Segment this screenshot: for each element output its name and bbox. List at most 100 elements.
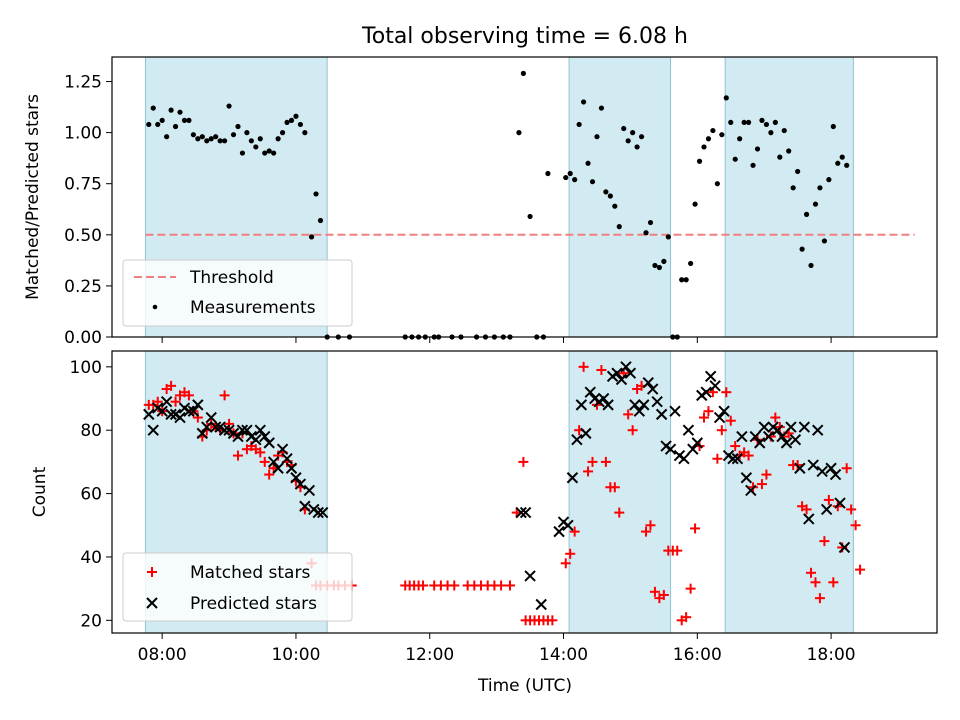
measurement-point	[190, 132, 196, 138]
measurement-point	[313, 191, 319, 197]
matched-star-point	[855, 564, 866, 575]
predicted-star-point	[174, 411, 186, 424]
matched-star-point	[518, 456, 529, 467]
measurement-point	[803, 211, 810, 217]
matched-star-point	[219, 390, 230, 401]
measurement-point	[594, 134, 600, 140]
chart-title: Total observing time = 6.08 h	[361, 24, 688, 49]
predicted-star-point	[829, 468, 842, 481]
measurement-point	[607, 193, 613, 199]
top-plot-frame	[111, 56, 938, 338]
predicted-star-point	[535, 598, 547, 611]
measurement-point	[688, 260, 694, 267]
predicted-star-point	[713, 411, 726, 424]
measurements-series	[146, 70, 850, 340]
measurement-point	[204, 138, 210, 144]
predicted-star-point	[709, 380, 721, 392]
measurement-point	[279, 130, 286, 136]
predicted-star-point	[664, 443, 677, 455]
measurement-point	[768, 130, 774, 136]
predicted-star-point	[187, 405, 200, 417]
matched-star-point	[496, 580, 507, 591]
measurement-point	[284, 119, 290, 126]
measurement-point	[159, 117, 165, 123]
matched-star-point	[547, 615, 558, 626]
measurement-point	[589, 179, 596, 185]
matched-star-point	[819, 536, 830, 547]
measurement-point	[745, 119, 752, 126]
predicted-star-point	[276, 443, 289, 455]
measurement-point	[808, 262, 814, 269]
matched-star-point	[801, 504, 812, 515]
predicted-star-point	[682, 424, 695, 436]
measurement-point	[293, 113, 299, 119]
predicted-star-point	[272, 462, 284, 474]
measurement-point	[638, 134, 645, 140]
measurement-point	[799, 246, 805, 252]
matched-star-point	[505, 580, 516, 591]
measurement-point	[257, 136, 263, 142]
measurement-point	[723, 95, 729, 101]
y-tick-label: 1.25	[64, 73, 102, 93]
measurement-point	[616, 224, 622, 230]
measurement-point	[612, 203, 618, 209]
matched-star-point	[627, 425, 638, 436]
legend-threshold-label: Threshold	[189, 268, 274, 288]
predicted-star-point	[687, 443, 699, 455]
measurement-point	[545, 170, 551, 177]
bottom-plot-frame	[111, 350, 938, 634]
predicted-star-point	[571, 434, 583, 446]
measurement-point	[719, 132, 725, 138]
matched-star-point	[672, 545, 683, 556]
predicted-star-point	[678, 453, 690, 465]
legend-measurements-swatch	[152, 304, 158, 310]
matched-star-point	[681, 612, 692, 623]
measurement-point	[665, 234, 671, 240]
measurement-point	[585, 160, 591, 166]
predicted-star-point	[820, 503, 833, 516]
predicted-star-point	[165, 408, 177, 421]
predicted-star-point	[241, 424, 253, 436]
predicted-star-point	[611, 367, 623, 379]
matched-star-point	[166, 380, 177, 391]
matched-star-point	[716, 425, 727, 436]
measurement-point	[567, 170, 573, 177]
predicted-star-point	[704, 370, 717, 383]
measurement-point	[297, 121, 304, 128]
bottom-y-axis: 20 40 60 80 100	[70, 358, 112, 631]
predicted-stars-series	[143, 361, 851, 611]
measurement-point	[288, 117, 295, 123]
measurement-point	[186, 117, 192, 123]
bottom-y-axis-label: Count	[30, 466, 50, 517]
matched-star-point	[224, 418, 235, 429]
matched-star-point	[806, 567, 817, 578]
predicted-star-point	[633, 405, 646, 417]
measurement-point	[759, 117, 765, 123]
measurement-point	[520, 70, 526, 76]
measurement-point	[235, 123, 241, 130]
measurement-point	[222, 138, 228, 144]
measurement-point	[230, 132, 237, 138]
matched-star-point	[418, 580, 429, 591]
measurement-point	[317, 217, 324, 224]
measurement-point	[262, 150, 268, 156]
measurement-point	[830, 123, 836, 130]
measurement-point	[772, 119, 778, 126]
matched-star-point	[828, 577, 839, 588]
bottom-panel: 20 40 60 80 100 08:00 10:00 12:00 14:00 16:00 18:…	[30, 350, 938, 696]
predicted-star-point	[780, 437, 793, 449]
measurement-point	[625, 138, 631, 144]
measurement-point	[652, 262, 658, 269]
predicted-star-point	[758, 421, 770, 433]
predicted-star-point	[183, 405, 195, 417]
matched-star-point	[614, 507, 625, 518]
measurement-point	[253, 144, 259, 150]
matched-star-point	[743, 450, 754, 461]
measurement-point	[527, 213, 533, 220]
matched-star-point	[721, 387, 732, 398]
measurement-point	[705, 136, 712, 142]
predicted-star-point	[651, 395, 663, 408]
bottom-x-axis: 08:00 10:00 12:00 14:00 16:00 18:00	[138, 633, 856, 665]
predicted-star-point	[259, 430, 271, 443]
